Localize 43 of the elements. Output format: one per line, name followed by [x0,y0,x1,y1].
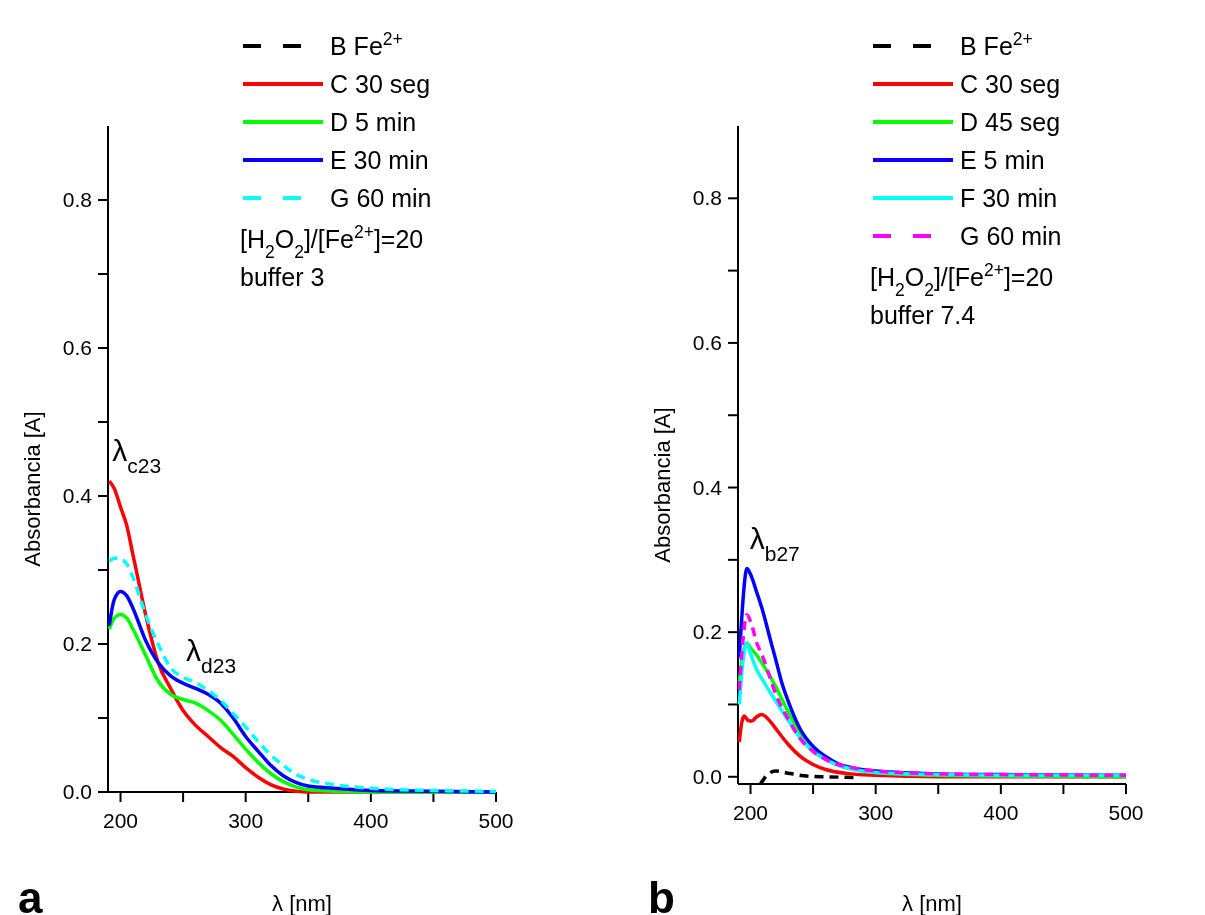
annotation: λ$_{c23}$ [112,434,162,477]
x-axis-title: λ [nm] [272,891,332,915]
x-tick-label: 500 [1108,801,1144,824]
x-axis-title: λ [nm] [902,891,962,915]
legend-label: B Fe$^{2+}$ [960,29,1033,60]
line-series [737,613,1128,778]
text: a [18,873,43,915]
y-tick-label: 0.0 [692,764,722,788]
y-tick-label: 0.4 [62,484,93,507]
legend-label: C 30 seg [960,70,1061,98]
legend-label: E 30 min [330,146,429,174]
y-tick-label: 0.0 [62,780,92,803]
y-tick-label: 0.4 [692,475,723,499]
text: b [648,873,675,915]
y-tick-label: 0.6 [62,336,92,359]
legend-label: C 30 seg [330,70,431,98]
x-tick-label: 200 [102,809,139,832]
y-tick-label: 0.8 [692,186,722,210]
legend-label: F 30 min [960,184,1058,212]
legend-label: B Fe$^{2+}$ [330,29,403,60]
legend-label: D 5 min [330,108,417,136]
y-axis-title: Absorbancia [A] [20,411,45,567]
legend-label: E 5 min [960,146,1045,174]
legend-label: D 45 seg [960,108,1061,136]
x-tick-label: 300 [858,801,894,824]
annotation: λ$_{b27}$ [749,521,800,565]
y-axis-title: Absorbancia [A] [650,407,675,563]
annotation: λ$_{d23}$ [186,634,237,677]
y-tick-label: 0.8 [62,188,92,211]
x-tick-label: 200 [732,801,769,824]
y-tick-label: 0.6 [692,330,722,354]
x-tick-label: 400 [983,801,1019,824]
y-tick-label: 0.2 [692,620,722,644]
y-tick-label: 0.2 [62,632,92,655]
x-tick-label: 300 [228,809,264,832]
annotation: buffer 3 [240,263,325,291]
x-tick-label: 500 [478,809,514,832]
annotation: [H$_{2}$O$_{2}$]/[Fe$^{2+}$]=20 [870,260,1054,300]
legend-label: G 60 min [330,184,432,212]
annotation: [H$_{2}$O$_{2}$]/[Fe$^{2+}$]=20 [240,222,424,262]
annotation: buffer 7.4 [870,301,976,329]
legend-label: G 60 min [960,222,1062,250]
x-tick-label: 400 [353,809,389,832]
